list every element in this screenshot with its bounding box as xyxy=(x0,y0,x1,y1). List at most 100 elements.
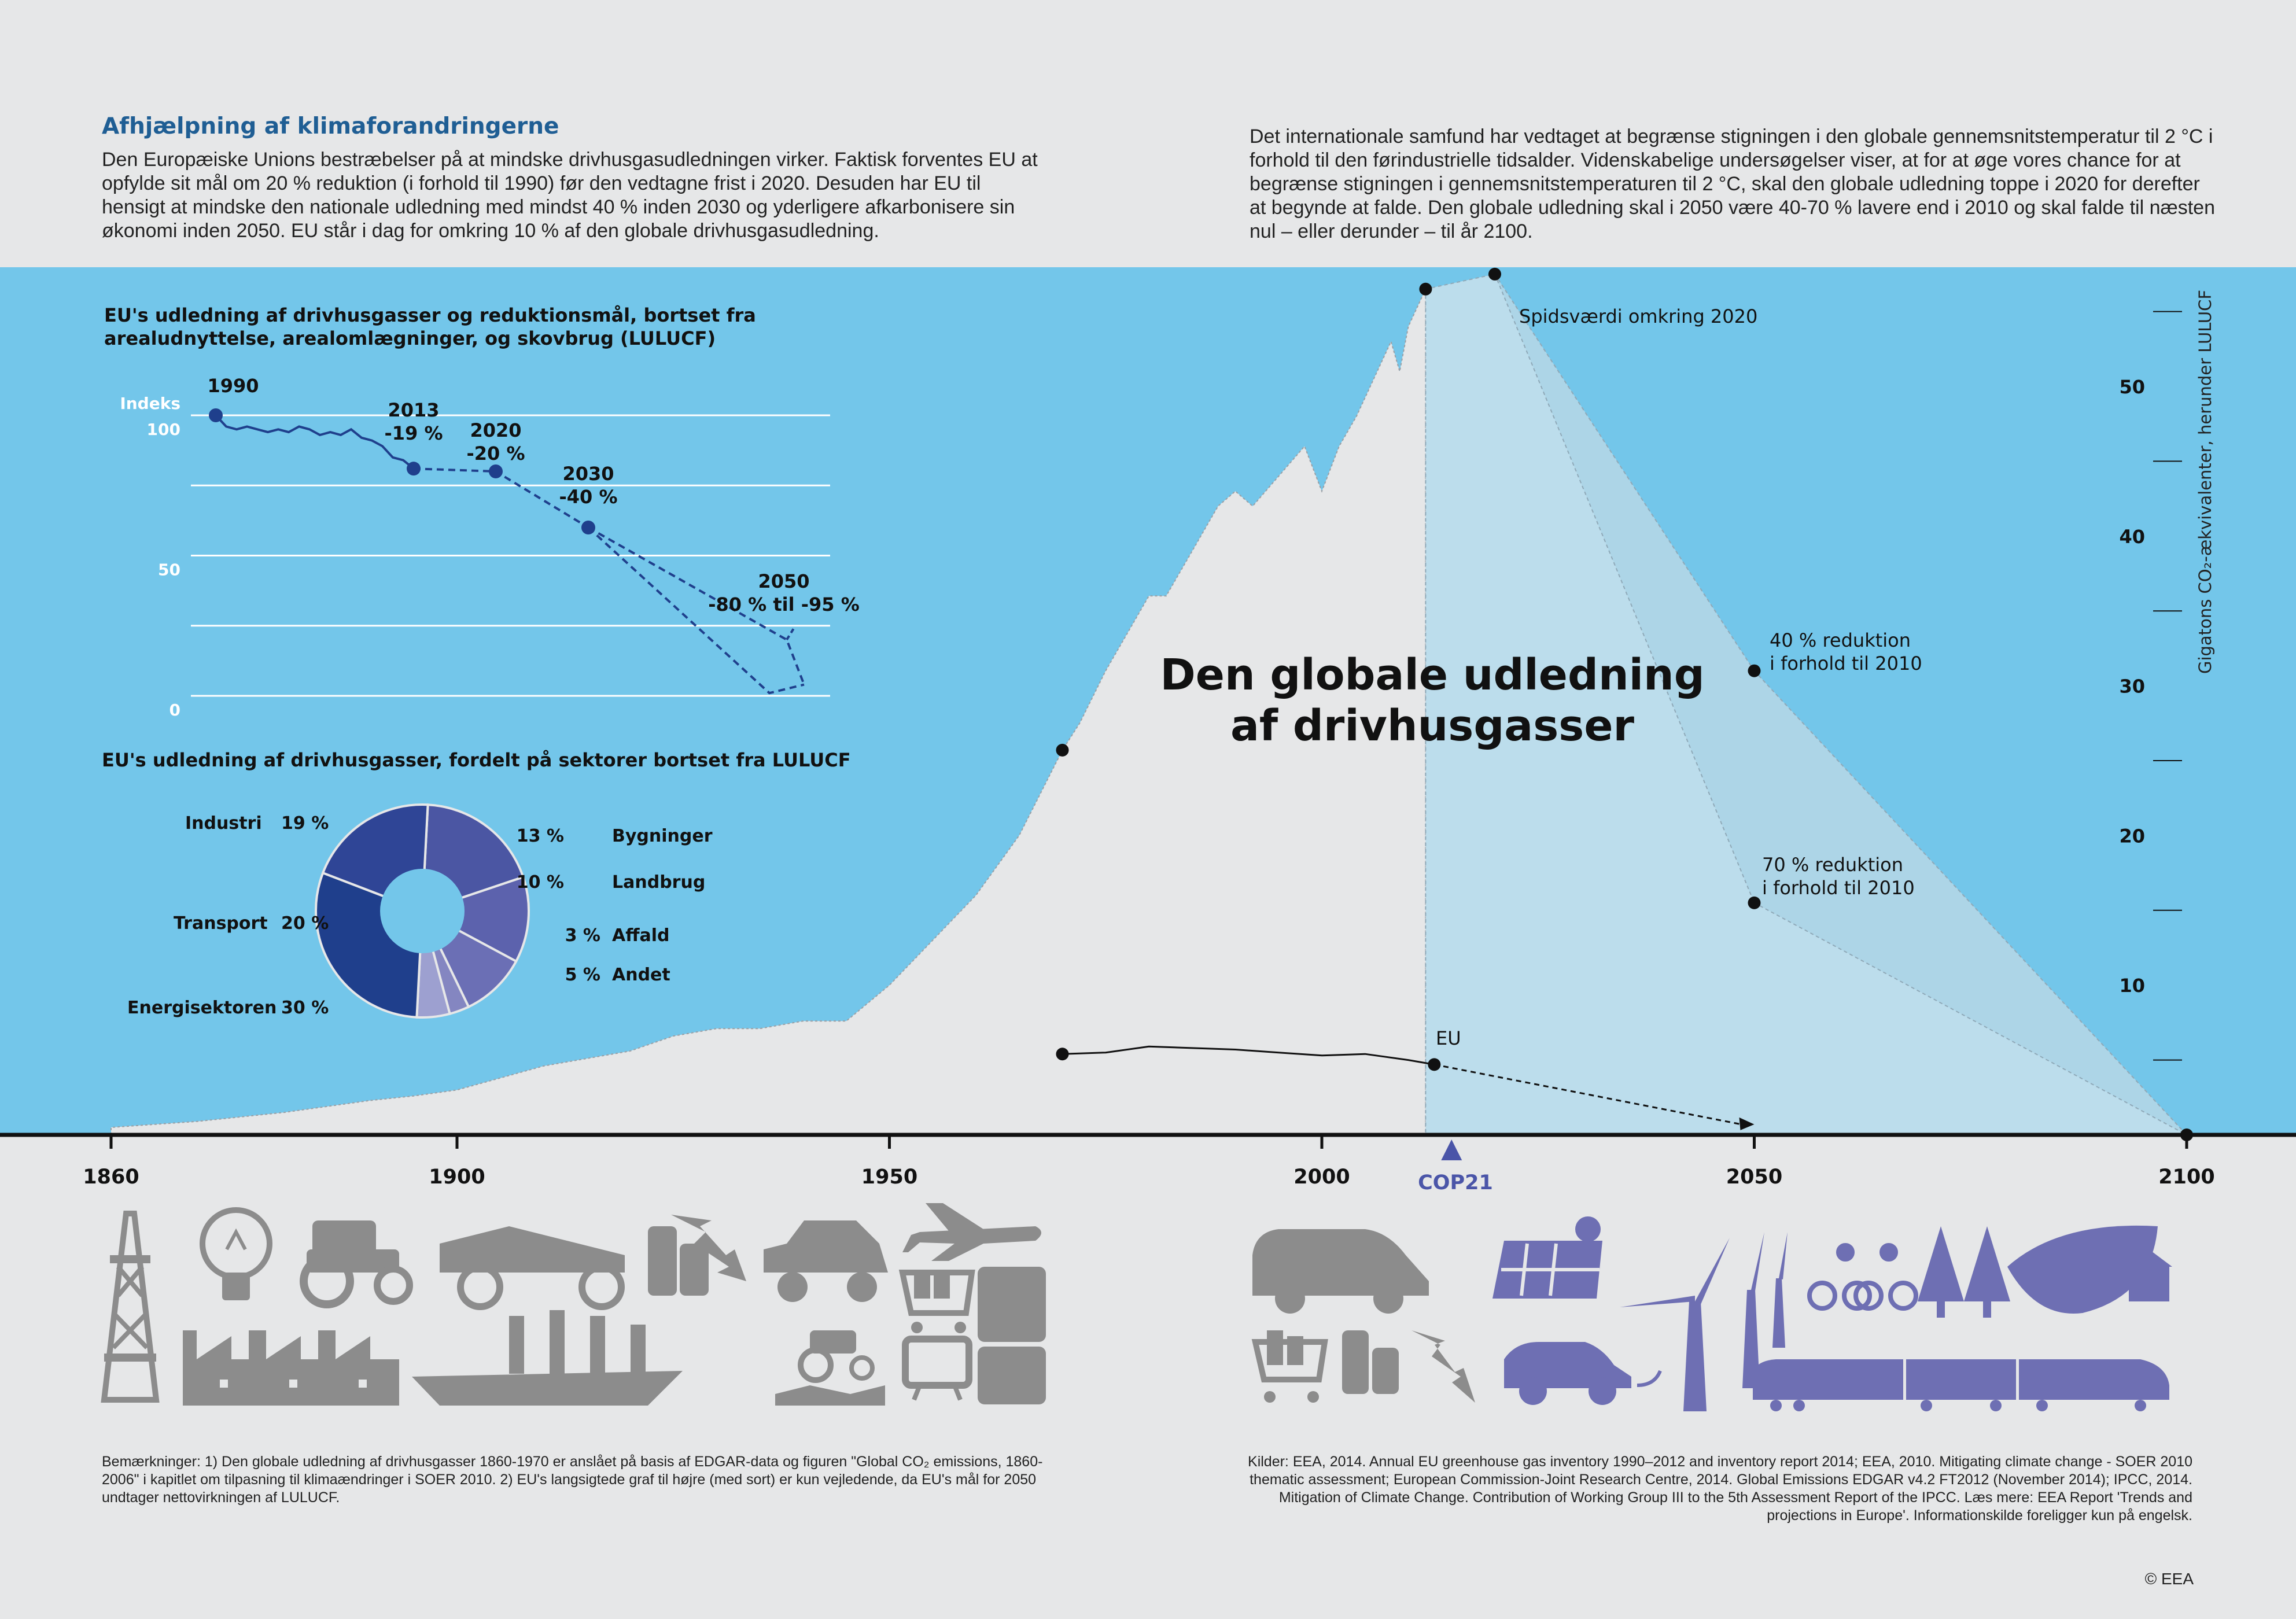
projection-line-1 xyxy=(1494,274,1755,672)
solar-panel-icon xyxy=(1492,1216,1602,1299)
marker-peak xyxy=(1488,267,1501,281)
light-bulb-icon xyxy=(200,1207,272,1300)
train-icon xyxy=(1753,1359,2169,1411)
inset-y-tick-100: 100 xyxy=(147,420,180,439)
projection-line-2 xyxy=(1494,274,1755,903)
inset-y-tick-0: 0 xyxy=(169,700,180,720)
inset-target-2050-lower xyxy=(587,526,805,695)
lightning-icon xyxy=(1411,1330,1475,1403)
wind-turbine-icon xyxy=(1620,1232,1788,1411)
tractor-icon xyxy=(300,1220,413,1308)
inset-point-2030 xyxy=(581,521,595,534)
pie-value-transport: 20 % xyxy=(281,913,329,934)
television-icon xyxy=(902,1336,972,1401)
marker-reduction-40 xyxy=(1748,664,1761,677)
pie-title: EU's udledning af drivhusgasser, fordelt… xyxy=(102,749,851,771)
inset-label-year-2050: 2050 xyxy=(758,570,809,592)
main-chart-title-line2: af drivhusgasser xyxy=(1230,701,1635,751)
pie-label-industri: Industri xyxy=(185,813,262,834)
footer-sources: Kilder: EEA, 2014. Annual EU greenhouse … xyxy=(1248,1454,2192,1524)
x-tick-label-2050: 2050 xyxy=(1726,1166,1782,1189)
trees-icon xyxy=(1918,1226,2010,1318)
y-tick-label-50: 50 xyxy=(2119,376,2145,398)
cop21-label: COP21 xyxy=(1418,1171,1493,1194)
reduction-70-label-line1: 70 % reduktion xyxy=(1762,854,1903,876)
x-tick-label-2000: 2000 xyxy=(1293,1166,1350,1189)
pie-label-bygninger: Bygninger xyxy=(612,826,713,846)
inset-target-2050-tip xyxy=(786,628,795,641)
x-tick-label-2100: 2100 xyxy=(2158,1166,2214,1189)
pie-value-industri: 19 % xyxy=(281,813,329,834)
inset-title-line1: EU's udledning af drivhusgasser og reduk… xyxy=(104,304,756,326)
refrigerator-icon xyxy=(978,1267,1046,1404)
global-marker-1 xyxy=(1419,282,1432,296)
pie-value-energisektoren: 30 % xyxy=(281,998,329,1018)
global-emissions-area xyxy=(110,289,1427,1135)
pie-value-andet: 5 % xyxy=(565,965,600,985)
shopping-cart-icon xyxy=(898,1270,975,1333)
pie-label-transport: Transport xyxy=(174,913,268,934)
inset-label-year-2030: 2030 xyxy=(562,463,614,485)
inset-point-2013 xyxy=(407,462,421,476)
farm-tractor-icon xyxy=(775,1330,885,1406)
y-tick-label-30: 30 xyxy=(2119,676,2145,698)
projection-line-4 xyxy=(1754,902,2187,1135)
cop21-marker xyxy=(1441,1139,1462,1160)
eu-marker-start xyxy=(1056,1048,1069,1061)
intro-left-text: Den Europæiske Unions bestræbelser på at… xyxy=(102,149,1038,242)
pie-label-energisektoren: Energisektoren xyxy=(127,998,277,1018)
pie-label-landbrug: Landbrug xyxy=(612,872,705,893)
global-marker-0 xyxy=(1056,743,1069,757)
factory-icon xyxy=(183,1330,399,1406)
y-tick-label-20: 20 xyxy=(2119,825,2145,847)
main-y-axis-label: Gigatons CO₂-ækvivalenter, herunder LULU… xyxy=(2195,290,2215,674)
pie-hole xyxy=(380,869,465,953)
x-tick-label-1900: 1900 xyxy=(429,1166,485,1189)
intro-right-text: Det internationale samfund har vedtaget … xyxy=(1250,126,2216,242)
page-title: Afhjælpning af klimaforandringerne xyxy=(102,113,559,139)
y-tick-label-10: 10 xyxy=(2119,975,2145,997)
electric-car-icon xyxy=(1504,1342,1662,1405)
copyright: © EEA xyxy=(2144,1570,2194,1588)
coins-icon xyxy=(648,1226,709,1296)
main-chart-title-line1: Den globale udledning xyxy=(1160,650,1704,700)
reduction-70-label-line2: i forhold til 2010 xyxy=(1762,877,1915,899)
car-icon xyxy=(1252,1229,1429,1314)
inset-target-2050-upper xyxy=(588,526,805,685)
eco-house-leaf-icon xyxy=(2007,1225,2172,1314)
eu-marker-2013 xyxy=(1428,1058,1441,1071)
eu-emissions-line xyxy=(1062,1045,1435,1065)
inset-history-line xyxy=(215,414,415,470)
airplane-icon xyxy=(902,1203,1041,1261)
inset-label-year-2013: 2013 xyxy=(388,399,439,421)
pie-label-andet: Andet xyxy=(612,965,670,985)
inset-label-year-1990: 1990 xyxy=(207,375,259,397)
cyclists-icon xyxy=(1807,1243,1918,1311)
y-tick-label-40: 40 xyxy=(2119,526,2145,548)
eu-projection-line xyxy=(1434,1063,1742,1126)
inset-label-change-2050: -80 % til -95 % xyxy=(708,593,860,615)
inset-label-change-2013: -19 % xyxy=(384,422,443,444)
pie-label-affald: Affald xyxy=(612,925,670,946)
x-tick-label-1860: 1860 xyxy=(83,1166,139,1189)
peak-label: Spidsværdi omkring 2020 xyxy=(1519,305,1757,327)
coins-icon xyxy=(1342,1330,1399,1394)
pie-value-landbrug: 10 % xyxy=(517,872,564,893)
eu-projection-arrow xyxy=(1739,1117,1755,1130)
inset-point-2020 xyxy=(489,464,503,478)
footer-notes: Bemærkninger: 1) Den globale udledning a… xyxy=(102,1454,1043,1506)
pie-value-affald: 3 % xyxy=(565,925,600,946)
reduction-40-label-line2: i forhold til 2010 xyxy=(1770,652,1922,674)
car-icon xyxy=(764,1220,888,1302)
inset-point-1990 xyxy=(209,408,223,422)
ship-icon xyxy=(412,1310,683,1406)
inset-label-change-2020: -20 % xyxy=(466,442,525,464)
oil-derrick-icon xyxy=(101,1211,160,1403)
inset-label-year-2020: 2020 xyxy=(470,419,521,441)
pie-value-bygninger: 13 % xyxy=(517,826,564,846)
reduction-40-label-line1: 40 % reduktion xyxy=(1770,629,1911,651)
pie-slice-bygninger xyxy=(419,875,530,963)
projection-line-0 xyxy=(1425,273,1495,290)
shopping-cart-icon xyxy=(1251,1330,1328,1403)
inset-y-tick-50: 50 xyxy=(158,560,180,580)
